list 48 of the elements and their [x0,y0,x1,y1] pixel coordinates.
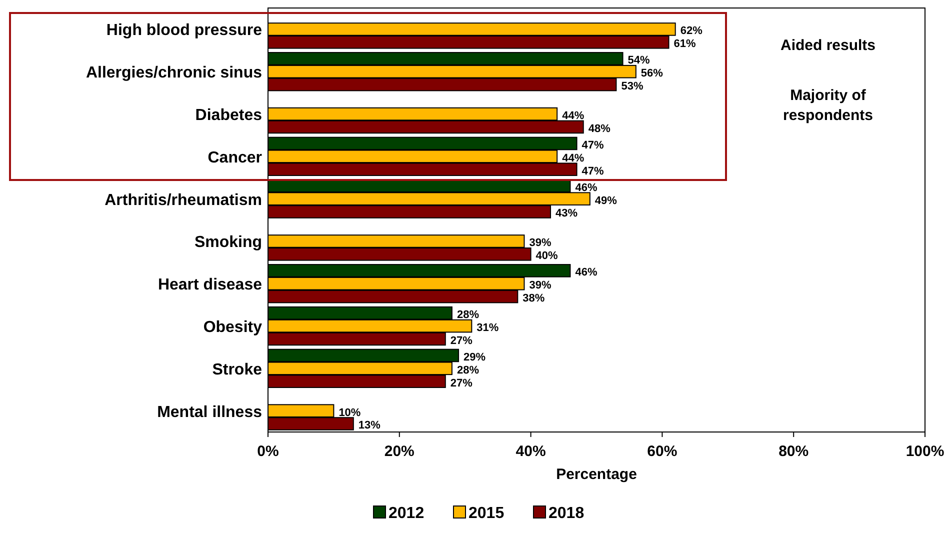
y-tick-label: Arthritis/rheumatism [104,192,262,209]
x-tick-label: 0% [257,443,279,460]
data-label: 44% [562,152,584,164]
data-label: 40% [536,250,558,262]
annotation: Majority of respondents [782,87,874,124]
y-tick-label: Allergies/chronic sinus [86,64,262,82]
data-label: 49% [594,194,618,207]
y-tick-label: Cancer [208,149,262,166]
data-label: 39% [529,237,552,250]
legend-label: 2012 [388,505,424,522]
data-label: 56% [640,68,664,80]
y-tick-label: Mental illness [157,404,262,421]
data-label: 53% [621,80,644,93]
data-label: 47% [582,139,604,152]
data-label: 39% [529,280,552,292]
x-tick-label: 80% [778,443,809,460]
y-tick-label: Diabetes [195,107,262,124]
y-tick-label: Heart disease [158,276,262,294]
data-label: 28% [456,364,480,376]
data-label: 48% [588,122,611,135]
data-label: 62% [680,25,703,38]
y-tick-label: Obesity [203,319,262,336]
y-tick-label: High blood pressure [106,22,262,40]
annotation: Aided results [780,37,876,54]
data-label: 27% [450,377,473,390]
data-label: 47% [582,165,604,178]
data-label: 44% [562,110,584,122]
x-tick-label: 40% [516,443,546,460]
y-tick-label: Smoking [194,234,262,252]
data-label: 46% [575,266,598,279]
x-tick-label: 60% [647,443,678,460]
data-label: 61% [674,38,696,50]
data-label: 28% [456,309,480,322]
data-label: 43% [556,208,578,220]
data-label: 29% [464,351,486,364]
y-tick-label: Stroke [212,361,262,378]
data-label: 46% [575,182,598,194]
x-tick-label: 20% [384,443,414,460]
x-axis-title: Percentage [556,466,637,483]
legend-label: 2018 [548,505,584,522]
data-label: 31% [476,322,499,334]
data-label: 38% [522,292,545,305]
x-tick-label: 100% [906,443,944,460]
data-label: 13% [358,420,381,432]
data-label: 10% [338,406,361,419]
legend-label: 2015 [468,505,504,522]
data-label: 54% [628,54,650,67]
data-label: 27% [450,334,473,347]
